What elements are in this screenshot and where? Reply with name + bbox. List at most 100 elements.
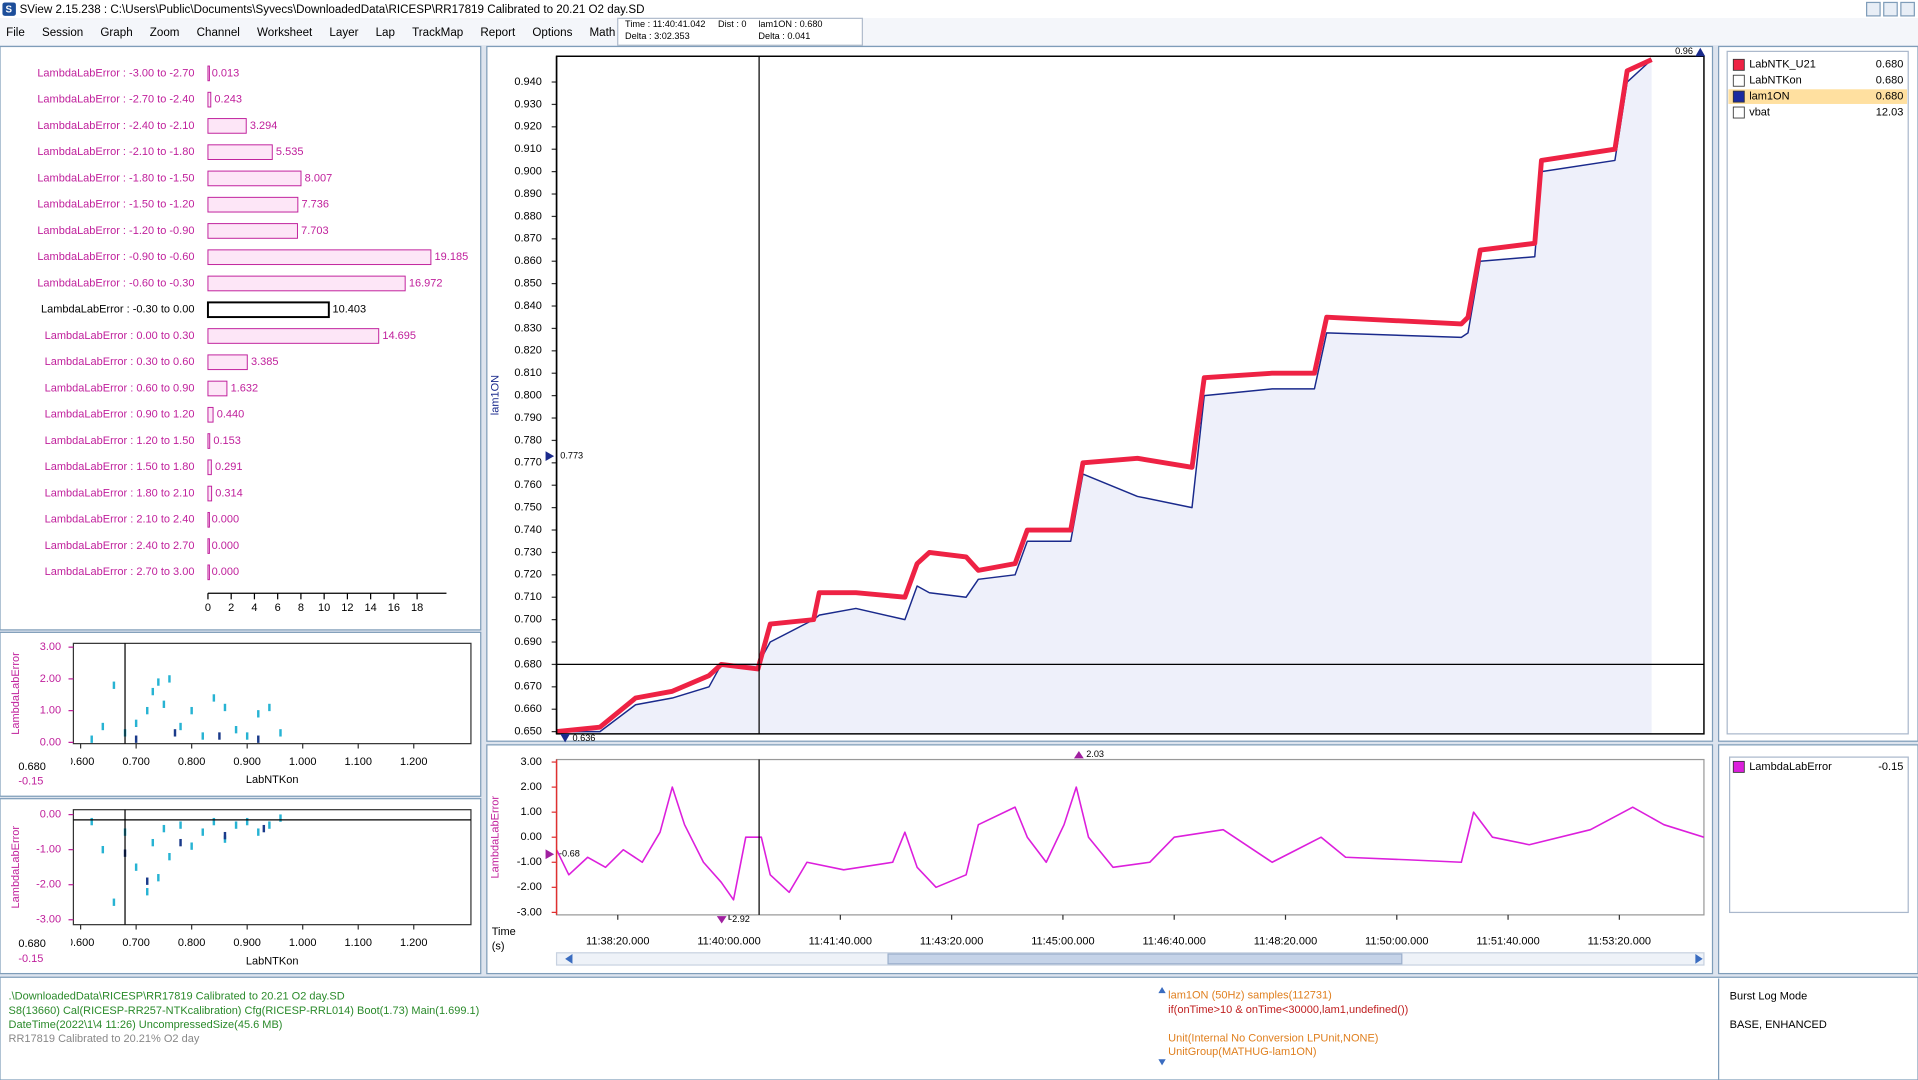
log-mode: BASE, ENHANCED: [1730, 1019, 1827, 1031]
value-label: 0.000: [212, 514, 240, 526]
group: [556, 786, 1704, 901]
x-tick-label: 2: [228, 602, 234, 614]
bin-label: LambdaLabError : -2.10 to -1.80: [37, 146, 194, 158]
legend-name[interactable]: LabNTKon: [1749, 75, 1802, 87]
point: [201, 732, 204, 740]
point: [162, 824, 166, 833]
bar: [206, 301, 330, 319]
x-tick-label: 0.900: [233, 937, 261, 949]
x-tick-label: 11:46:40.000: [1142, 936, 1205, 948]
legend-swatch[interactable]: [1732, 760, 1745, 773]
bin-label: LambdaLabError : 0.60 to 0.90: [45, 382, 195, 394]
marker-label: 0.96: [1675, 46, 1693, 56]
menu-item[interactable]: Lap: [376, 26, 395, 39]
expression-line: if(onTime>10 & onTime<30000,lam1,undefin…: [1168, 1004, 1408, 1016]
y-tick-label: 0.680: [514, 658, 542, 670]
area: [556, 59, 1652, 734]
bar: [207, 65, 210, 82]
point: [151, 838, 155, 847]
file-info: S8(13660) Cal(RICESP-RR257-NTKcalibratio…: [9, 1005, 480, 1017]
y-tick-label: 0.740: [514, 524, 542, 536]
y-tick-label: -1.00: [517, 856, 542, 868]
y-axis-label: lam1ON: [489, 375, 501, 415]
y-tick-label: 1.00: [40, 705, 61, 717]
expression-line: lam1ON (50Hz) samples(112731): [1168, 990, 1332, 1002]
menu-item[interactable]: Channel: [197, 26, 240, 39]
legend-name[interactable]: LambdaLabError: [1749, 761, 1832, 773]
x-tick-label: 6: [275, 602, 281, 614]
menu-item[interactable]: Layer: [329, 26, 358, 39]
menu-item[interactable]: Worksheet: [257, 26, 313, 39]
bar: [207, 275, 406, 292]
scatter-top-plot: [72, 642, 472, 745]
bar: [207, 196, 299, 213]
point: [279, 814, 282, 822]
minimize-button[interactable]: [1866, 1, 1881, 17]
bin-label: LambdaLabError : 0.00 to 0.30: [45, 330, 195, 342]
y-tick-label: 0.870: [514, 233, 542, 245]
menu-item[interactable]: Session: [42, 26, 83, 39]
y-tick-label: 0.930: [514, 98, 542, 110]
legend-swatch[interactable]: [1732, 106, 1745, 119]
close-button[interactable]: [1900, 1, 1915, 17]
legend-swatch[interactable]: [1732, 58, 1745, 71]
point: [234, 726, 238, 734]
menu-item[interactable]: Options: [532, 26, 572, 39]
menu-item[interactable]: Math: [590, 26, 616, 39]
x-axis-label: LabNTKon: [246, 955, 299, 967]
status-delta-value: Delta : 0.041: [758, 31, 810, 41]
legend-name[interactable]: vbat: [1749, 106, 1770, 118]
point: [112, 681, 116, 689]
value-label: 0.291: [215, 461, 243, 473]
value-label: 0.000: [212, 540, 240, 552]
value-label: 0.153: [213, 435, 241, 447]
y-axis-label: LambdaLabError: [10, 652, 22, 735]
x-tick-label: 1.000: [289, 756, 317, 768]
legend-value: 0.680: [1876, 59, 1904, 71]
bin-label: LambdaLabError : 1.20 to 1.50: [45, 435, 195, 447]
value-label: 1.632: [231, 382, 259, 394]
point: [146, 877, 149, 885]
x-tick-label: 0: [205, 602, 211, 614]
menu-item[interactable]: TrackMap: [412, 26, 463, 39]
legend-name[interactable]: lam1ON: [1749, 91, 1789, 103]
x-tick-label: 10: [318, 602, 330, 614]
bin-label: LambdaLabError : -0.30 to 0.00: [41, 304, 194, 316]
scrollbar-thumb[interactable]: [887, 953, 1403, 965]
y-tick-label: 0.700: [514, 614, 542, 626]
readout-y: -0.15: [18, 775, 43, 787]
readout-x: 0.680: [18, 761, 46, 773]
point: [262, 824, 266, 833]
legend-swatch[interactable]: [1732, 90, 1745, 103]
point: [218, 732, 221, 740]
y-tick-label: 2.00: [40, 673, 61, 685]
plot-frame: [555, 55, 1705, 735]
status-time: Time : 11:40:41.042: [625, 19, 705, 29]
value-label: 14.695: [382, 330, 416, 342]
menu-item[interactable]: Graph: [100, 26, 132, 39]
menu-item[interactable]: Report: [480, 26, 516, 39]
point: [112, 898, 116, 906]
bin-label: LambdaLabError : -1.50 to -1.20: [37, 199, 194, 211]
bar: [207, 170, 302, 187]
x-tick-label: 8: [298, 602, 304, 614]
legend-name[interactable]: LabNTK_U21: [1749, 59, 1816, 71]
maximize-button[interactable]: [1883, 1, 1898, 17]
y-tick-label: 0.890: [514, 188, 542, 200]
menu-item[interactable]: Zoom: [150, 26, 180, 39]
point: [162, 700, 166, 708]
point: [190, 842, 193, 850]
x-tick-label: 1.000: [289, 937, 317, 949]
x-tick-label: 11:40:00.000: [697, 936, 760, 948]
value-label: 8.007: [305, 172, 333, 184]
x-tick-label: 1.200: [400, 937, 428, 949]
x-tick-label: 0.900: [233, 756, 261, 768]
x-tick-label: 11:50:00.000: [1365, 936, 1428, 948]
bar: [207, 564, 210, 581]
menu-item[interactable]: File: [6, 26, 25, 39]
app-icon: [2, 2, 16, 16]
marker: [1695, 47, 1706, 57]
point: [134, 719, 138, 728]
legend-swatch[interactable]: [1732, 74, 1745, 87]
